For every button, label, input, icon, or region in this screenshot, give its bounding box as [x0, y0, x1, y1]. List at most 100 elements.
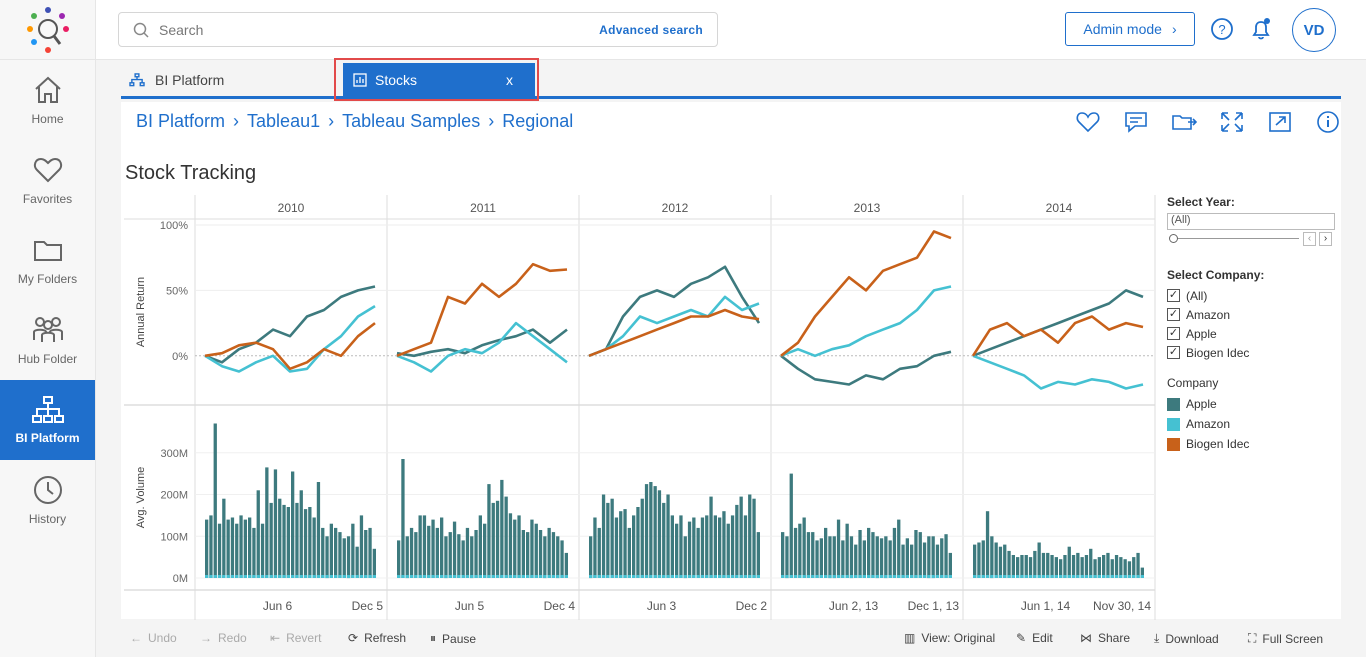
- volume-bar: [828, 536, 832, 579]
- pause-icon: ⏸: [430, 631, 437, 645]
- volume-bar-amazon: [461, 575, 465, 578]
- slider-handle[interactable]: [1169, 234, 1178, 243]
- x-tick-label: Jun 5: [455, 599, 485, 613]
- sidebar-item-home[interactable]: Home: [0, 60, 95, 140]
- volume-bar-amazon: [543, 575, 547, 578]
- volume-bar-amazon: [606, 575, 610, 578]
- full-screen-button[interactable]: ⛶ Full Screen: [1248, 631, 1323, 646]
- volume-bar-amazon: [644, 575, 649, 578]
- volume-bar: [756, 532, 760, 578]
- year-slider[interactable]: ‹ ›: [1167, 230, 1337, 250]
- volume-bar-amazon: [1028, 575, 1033, 578]
- volume-bar: [213, 423, 217, 578]
- company-option[interactable]: ✓ Biogen Idec: [1167, 343, 1337, 362]
- volume-bar-amazon: [452, 575, 457, 578]
- tab-stocks[interactable]: Stocks x: [343, 63, 535, 96]
- search-bar[interactable]: Search Advanced search: [118, 12, 718, 47]
- volume-bar: [619, 511, 623, 578]
- volume-bar: [597, 527, 601, 578]
- download-button[interactable]: ⤓ Download: [1154, 631, 1219, 646]
- refresh-button[interactable]: ⟳ Refresh: [348, 631, 406, 645]
- tab-label: Stocks: [375, 71, 418, 88]
- legend-item[interactable]: Biogen Idec: [1167, 434, 1337, 454]
- volume-bar: [1110, 559, 1114, 578]
- checkbox-checked-icon[interactable]: ✓: [1167, 308, 1180, 321]
- advanced-search-link[interactable]: Advanced search: [599, 22, 703, 37]
- favorite-heart-icon[interactable]: [1075, 110, 1101, 134]
- volume-bar: [316, 482, 321, 578]
- pause-button[interactable]: ⏸ Pause: [430, 631, 476, 646]
- volume-bar-amazon: [700, 575, 705, 578]
- volume-bar: [504, 496, 508, 578]
- volume-bar: [1050, 555, 1054, 578]
- volume-bar-amazon: [752, 575, 756, 578]
- company-option[interactable]: ✓ Apple: [1167, 324, 1337, 343]
- checkbox-checked-icon[interactable]: ✓: [1167, 289, 1180, 302]
- company-option[interactable]: ✓ (All): [1167, 286, 1337, 305]
- volume-bar: [981, 540, 985, 578]
- volume-bar: [922, 542, 927, 578]
- admin-mode-button[interactable]: Admin mode ›: [1065, 12, 1195, 46]
- chevron-right-icon[interactable]: ›: [1319, 232, 1332, 246]
- redo-button[interactable]: → Redo: [200, 631, 247, 645]
- undo-button[interactable]: ← Undo: [130, 631, 177, 645]
- checkbox-checked-icon[interactable]: ✓: [1167, 346, 1180, 359]
- company-option[interactable]: ✓ Amazon: [1167, 305, 1337, 324]
- volume-bar: [538, 530, 543, 578]
- volume-bar: [364, 530, 368, 578]
- series-line-biogen-idec: [971, 315, 1144, 357]
- move-to-folder-icon[interactable]: [1171, 110, 1197, 134]
- chevron-left-icon[interactable]: ‹: [1303, 232, 1316, 246]
- legend-item[interactable]: Amazon: [1167, 414, 1337, 434]
- volume-bar-amazon: [286, 575, 290, 578]
- year-select[interactable]: (All): [1167, 213, 1335, 230]
- x-tick-label: Dec 5: [352, 599, 384, 613]
- checkbox-checked-icon[interactable]: ✓: [1167, 327, 1180, 340]
- search-input[interactable]: Search: [159, 21, 204, 38]
- sidebar-item-favorites[interactable]: Favorites: [0, 140, 95, 220]
- help-icon[interactable]: ?: [1210, 17, 1234, 41]
- volume-bar: [789, 473, 793, 578]
- volume-bar-amazon: [849, 575, 854, 578]
- button-label: Full Screen: [1262, 631, 1324, 646]
- tab-bi-platform[interactable]: BI Platform: [129, 63, 339, 96]
- series-line-biogen-idec: [204, 322, 376, 371]
- view-original-button[interactable]: ▥ View: Original: [904, 631, 995, 645]
- volume-bar-amazon: [351, 575, 355, 578]
- sidebar-item-hub-folder[interactable]: Hub Folder: [0, 300, 95, 380]
- open-new-window-icon[interactable]: [1267, 110, 1293, 134]
- volume-bar: [303, 509, 308, 578]
- people-icon: [32, 317, 63, 342]
- stock-tracking-chart[interactable]: 2010 2011 2012 2013 2014 100% 50% 0% Annual Retu…: [124, 195, 1157, 620]
- volume-bar-amazon: [748, 575, 752, 578]
- legend-item[interactable]: Apple: [1167, 394, 1337, 414]
- volume-bar: [748, 494, 752, 578]
- info-icon[interactable]: [1315, 110, 1341, 134]
- comment-icon[interactable]: [1123, 110, 1149, 134]
- volume-bar: [338, 532, 342, 578]
- volume-bar: [452, 521, 457, 578]
- sidebar-item-bi-platform[interactable]: BI Platform: [0, 380, 95, 460]
- share-button[interactable]: ⋈ Share: [1080, 631, 1130, 645]
- series-line-apple: [780, 350, 952, 386]
- volume-bar: [931, 536, 935, 579]
- breadcrumb-item[interactable]: Tableau1: [247, 111, 321, 131]
- close-tab-button[interactable]: x: [506, 71, 513, 88]
- breadcrumb-item[interactable]: Regional: [502, 111, 574, 131]
- volume-bar-amazon: [687, 575, 692, 578]
- volume-bar: [973, 544, 977, 578]
- app-logo[interactable]: [0, 0, 95, 60]
- volume-bar: [879, 538, 884, 578]
- breadcrumb-item[interactable]: BI Platform: [136, 111, 226, 131]
- volume-bar-amazon: [867, 575, 871, 578]
- revert-button[interactable]: ⇤ Revert: [270, 631, 321, 645]
- avatar[interactable]: VD: [1292, 8, 1336, 52]
- sidebar-item-my-folders[interactable]: My Folders: [0, 220, 95, 300]
- expand-icon[interactable]: [1219, 110, 1245, 134]
- volume-bar: [940, 538, 944, 578]
- volume-bar-amazon: [368, 575, 372, 578]
- bell-icon[interactable]: [1249, 17, 1273, 41]
- breadcrumb-item[interactable]: Tableau Samples: [342, 111, 481, 131]
- edit-button[interactable]: ✎ Edit: [1016, 631, 1053, 645]
- sidebar-item-history[interactable]: History: [0, 460, 95, 540]
